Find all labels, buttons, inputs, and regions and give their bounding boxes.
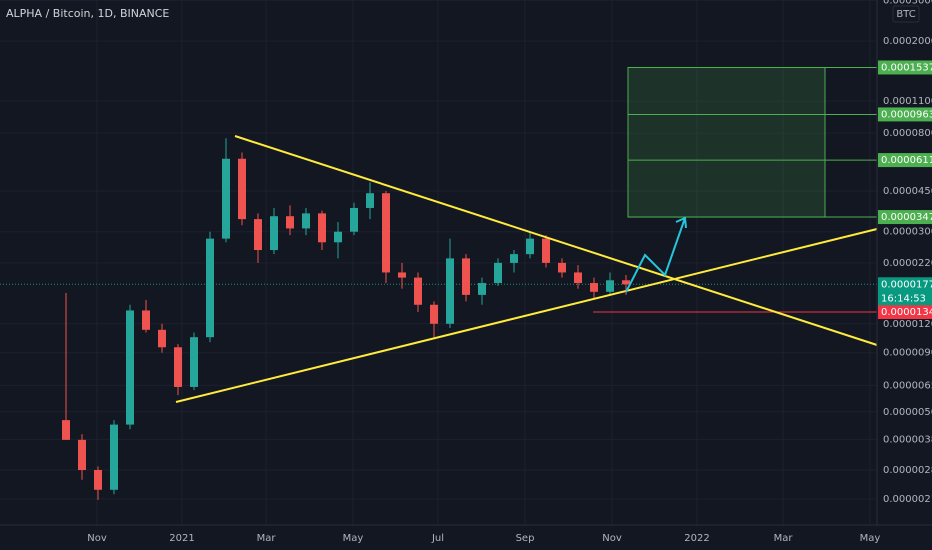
candle-body: [110, 424, 118, 490]
candle-body: [606, 280, 614, 292]
x-tick-label: Jul: [431, 533, 444, 544]
currency-badge: [892, 5, 920, 23]
candle-body: [494, 262, 502, 284]
x-tick-label: May: [860, 533, 881, 544]
y-tick-label: 0.00000650: [883, 380, 932, 391]
candle-body: [446, 258, 454, 324]
price-label: 0.00006119: [881, 155, 932, 166]
levels: [0, 66, 877, 313]
candle-body: [382, 193, 390, 273]
y-tick-label: 0.00000210: [883, 494, 932, 505]
price-label: 0.00001778: [881, 279, 932, 290]
price-label: 0.00009637: [881, 109, 932, 120]
target-zone: [627, 66, 826, 218]
x-tick-label: May: [343, 533, 364, 544]
candle-body: [542, 238, 550, 263]
candle-body: [350, 207, 358, 232]
y-tick-label: 0.00000280: [883, 465, 932, 476]
price-label-box: [878, 107, 932, 122]
candle-body: [62, 420, 70, 440]
price-label: 0.00003471: [881, 212, 932, 223]
candle-body: [158, 329, 166, 348]
candle-body: [366, 193, 374, 208]
y-tick-label: 0.00000380: [883, 434, 932, 445]
candle-body: [78, 439, 86, 471]
candle-body: [590, 283, 598, 292]
price-label-box: [878, 277, 932, 306]
candle-body: [126, 310, 134, 425]
price-label-box: [878, 153, 932, 168]
y-tick-label: 0.00030000: [883, 0, 932, 6]
x-tick-label: Mar: [774, 533, 794, 544]
x-tick-label: Nov: [87, 533, 107, 544]
candle-body: [622, 280, 630, 285]
price-axis: 0.00030000 0.00020000 0.00011000 0.00008000…: [883, 0, 932, 505]
price-label-box: [878, 305, 932, 320]
x-tick-label: 2021: [169, 533, 194, 544]
candles: [62, 138, 630, 500]
candle-body: [510, 254, 518, 263]
trend-line: [234, 135, 878, 346]
candle-body: [414, 277, 422, 305]
y-tick-label: 0.00003000: [883, 227, 932, 238]
trend-line: [175, 228, 878, 403]
y-tick-label: 0.00000900: [883, 348, 932, 359]
x-tick-label: 2022: [684, 533, 709, 544]
candle-body: [174, 347, 182, 387]
candle-body: [398, 272, 406, 278]
price-label-box: [878, 210, 932, 225]
candle-body: [462, 258, 470, 295]
projection-path: [625, 217, 686, 293]
candle-body: [254, 219, 262, 251]
y-tick-label: 0.00020000: [883, 36, 932, 47]
candle-body: [302, 213, 310, 229]
x-tick-label: Sep: [516, 533, 535, 544]
price-label: 0.00001349: [881, 307, 932, 318]
candle-body: [190, 337, 198, 387]
x-tick-label: Mar: [257, 533, 277, 544]
candle-body: [526, 238, 534, 255]
candle-body: [270, 216, 278, 251]
projection-arrowhead: [675, 216, 687, 229]
y-tick-label: 0.00000500: [883, 407, 932, 418]
y-tick-label: 0.00002200: [883, 258, 932, 269]
chart-title: ALPHA / Bitcoin, 1D, BINANCE: [6, 7, 169, 20]
candle-body: [334, 231, 342, 243]
y-tick-label: 0.00004500: [883, 186, 932, 197]
candle-body: [238, 158, 246, 220]
candle-body: [430, 304, 438, 324]
y-tick-label: 0.00011000: [883, 96, 932, 107]
x-tick-label: Nov: [602, 533, 622, 544]
candle-body: [574, 272, 582, 284]
candle-body: [478, 283, 486, 295]
candle-body: [94, 470, 102, 490]
candle-body: [142, 310, 150, 330]
candle-body: [206, 238, 214, 338]
currency-label: BTC: [896, 9, 915, 20]
candle-body: [558, 262, 566, 273]
price-label: 0.00015378: [881, 62, 932, 73]
candle-body: [286, 216, 294, 229]
y-tick-label: 0.00001200: [883, 319, 932, 330]
price-label-box: [878, 60, 932, 75]
countdown: 16:14:53: [881, 293, 926, 304]
y-tick-label: 0.00008000: [883, 128, 932, 139]
candle-body: [318, 213, 326, 243]
candle-body: [222, 158, 230, 239]
